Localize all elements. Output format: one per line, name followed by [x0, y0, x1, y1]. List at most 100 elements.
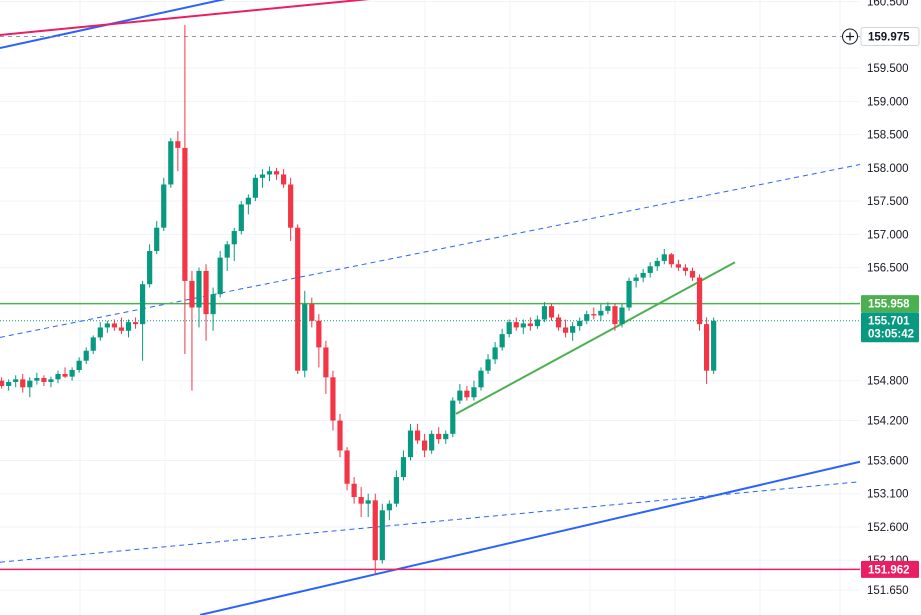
candle-body	[203, 270, 209, 315]
candle-body	[499, 334, 505, 348]
candle-body	[210, 294, 216, 315]
candle-body	[358, 497, 364, 504]
candle-body	[577, 320, 583, 327]
candle-body	[309, 304, 315, 321]
candle-body	[316, 320, 322, 348]
candle-body	[337, 420, 343, 451]
candle-body	[619, 307, 625, 325]
candle-body	[704, 324, 710, 371]
candle-body	[563, 327, 569, 333]
candle-body	[654, 260, 660, 267]
candle-body	[612, 306, 618, 325]
candle-body	[422, 440, 428, 451]
candle-body	[281, 174, 287, 185]
last-price-label-countdown: 03:05:42	[868, 329, 914, 341]
candle-body	[407, 430, 414, 458]
candle-body	[689, 270, 696, 278]
candle-body	[27, 380, 33, 388]
candle-body	[400, 457, 407, 478]
candle-body	[288, 184, 294, 228]
candle-body	[104, 323, 110, 328]
candle-body	[675, 264, 681, 268]
candle-body	[41, 377, 47, 382]
candle-body	[266, 171, 273, 175]
candle-body	[111, 323, 117, 328]
candle-body	[443, 433, 449, 440]
candle-body	[196, 270, 202, 308]
price-axis-tick-label: 154.200	[867, 416, 909, 428]
candle-body	[0, 380, 5, 386]
candle-body	[132, 322, 139, 325]
marked-level-badge-bg	[860, 27, 920, 47]
price-axis-tick-label: 151.650	[867, 585, 909, 597]
candle-body	[527, 323, 533, 327]
candle-body	[429, 433, 435, 451]
candle-body	[231, 231, 237, 245]
price-axis-tick-label: 157.000	[867, 229, 909, 241]
candle-body	[302, 304, 308, 371]
candle-body	[125, 322, 132, 331]
green-level-label-bg	[861, 295, 919, 313]
candle-body	[372, 500, 378, 561]
candle-body	[76, 360, 82, 371]
candle-body	[548, 306, 555, 318]
price-axis-tick-label: 153.600	[867, 455, 909, 467]
candle-body	[414, 430, 421, 441]
candle-body	[379, 510, 385, 561]
candle-body	[605, 306, 611, 311]
last-price-label: 155.701	[868, 316, 910, 328]
candle-body	[450, 400, 456, 434]
candle-body	[273, 171, 280, 175]
candle-body	[224, 244, 230, 258]
candle-body	[436, 433, 442, 440]
candle-body	[217, 257, 223, 295]
price-axis-tick-label: 158.500	[867, 130, 909, 142]
candle-body	[252, 177, 258, 198]
candle-body	[118, 327, 125, 331]
candle-body	[175, 141, 181, 148]
candle-body	[393, 477, 399, 504]
candle-body	[48, 379, 54, 382]
candle-body	[711, 320, 717, 371]
candle-body	[506, 322, 512, 335]
candle-body	[661, 254, 667, 261]
trendline-green-support[interactable]	[455, 261, 736, 415]
candle-body	[464, 390, 470, 398]
candle-body	[386, 503, 392, 511]
price-axis-tick-label: 158.000	[867, 163, 909, 175]
candle-body	[570, 326, 576, 333]
candle-body	[6, 381, 12, 386]
channel-dashed-upper[interactable]	[0, 164, 861, 338]
candle-body	[534, 319, 540, 327]
candle-body	[295, 227, 301, 371]
trendline-pink-upper[interactable]	[0, 0, 380, 36]
trendline-blue-support[interactable]	[199, 460, 861, 615]
candle-body	[55, 374, 61, 380]
candle-body	[97, 327, 103, 338]
candle-body	[140, 284, 146, 325]
candle-body	[647, 266, 653, 273]
candle-body	[245, 197, 251, 205]
price-axis-tick-label: 159.500	[867, 63, 909, 75]
price-axis-tick-label: 160.500	[867, 0, 909, 9]
candle-body	[591, 314, 597, 316]
last-price-label-bg	[861, 312, 919, 343]
candle-body	[161, 184, 167, 228]
low-level-label-bg	[861, 560, 919, 578]
candle-body	[457, 390, 463, 401]
candle-body	[520, 323, 526, 328]
candle-body	[365, 500, 371, 504]
candle-body	[259, 174, 266, 178]
candle-body	[154, 227, 160, 251]
price-axis-tick-label: 159.000	[867, 96, 909, 108]
candle-body	[62, 374, 68, 377]
price-axis-tick-label: 153.100	[867, 489, 909, 501]
candle-body	[13, 379, 19, 382]
candle-body	[598, 310, 604, 316]
price-axis-tick-label: 152.600	[867, 522, 909, 534]
candle-body	[330, 377, 336, 421]
candle-body	[471, 387, 477, 398]
candle-body	[668, 254, 674, 265]
